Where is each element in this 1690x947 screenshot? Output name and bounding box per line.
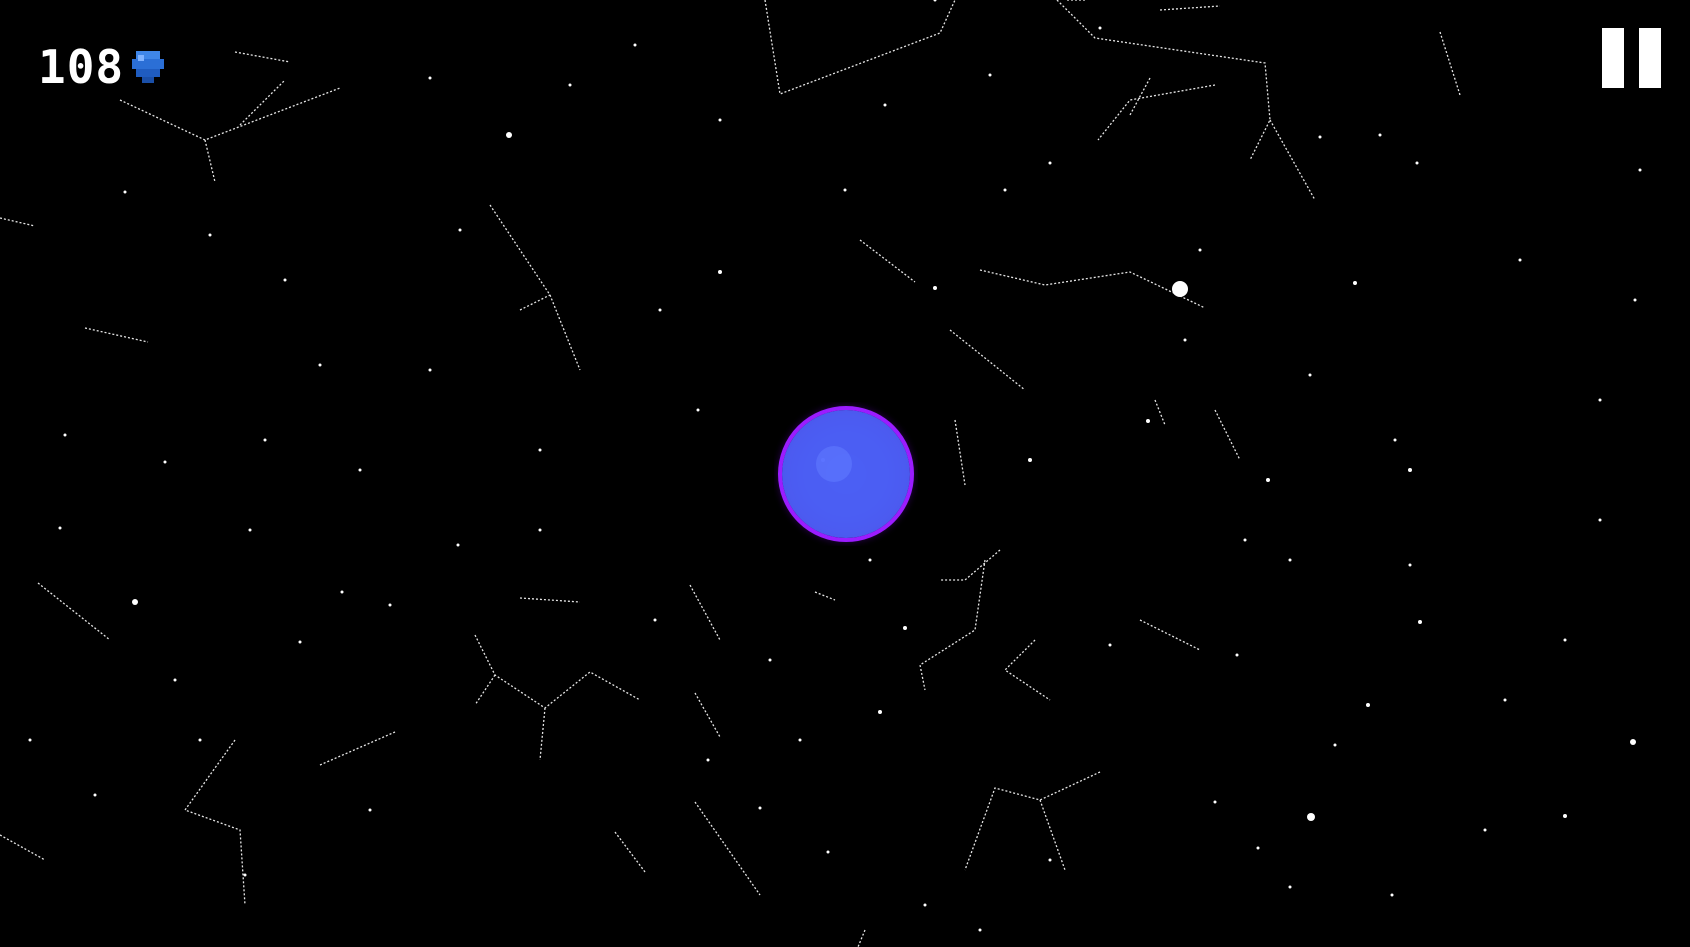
star: [340, 590, 344, 594]
star: [358, 468, 362, 472]
star: [538, 528, 542, 532]
star: [1378, 133, 1382, 137]
star: [163, 460, 167, 464]
stars: [28, 0, 1642, 932]
score-value: 108: [38, 40, 125, 94]
star: [1172, 281, 1188, 297]
star: [1418, 620, 1422, 624]
star: [1308, 373, 1312, 377]
star: [1518, 258, 1522, 262]
star: [1638, 168, 1642, 172]
star: [388, 603, 392, 607]
star: [706, 758, 710, 762]
star: [1415, 161, 1419, 165]
star: [1503, 698, 1507, 702]
star: [988, 73, 992, 77]
star: [1563, 814, 1567, 818]
star: [878, 710, 882, 714]
star: [798, 738, 802, 742]
star: [923, 903, 927, 907]
star: [1408, 563, 1412, 567]
star: [1213, 800, 1217, 804]
star: [568, 83, 572, 87]
star: [93, 793, 97, 797]
star: [1563, 638, 1567, 642]
pause-icon: [1602, 28, 1624, 88]
star: [1390, 893, 1394, 897]
star: [1048, 858, 1052, 862]
star: [63, 433, 67, 437]
star: [758, 806, 762, 810]
star: [1198, 248, 1202, 252]
star: [1098, 26, 1102, 30]
star: [1288, 885, 1292, 889]
star: [243, 873, 247, 877]
star: [298, 640, 302, 644]
star: [198, 738, 202, 742]
star: [1483, 828, 1487, 832]
star: [633, 43, 637, 47]
pause-icon-bar: [1639, 28, 1661, 88]
star: [1393, 438, 1397, 442]
star: [1598, 398, 1602, 402]
star: [1146, 419, 1150, 423]
blue-gem-icon: [132, 51, 165, 83]
star: [658, 308, 662, 312]
star: [318, 363, 322, 367]
star: [1108, 643, 1112, 647]
star: [1243, 538, 1247, 542]
star: [933, 0, 937, 2]
star: [263, 438, 267, 442]
star: [506, 132, 512, 138]
star: [1633, 298, 1637, 302]
star: [883, 103, 887, 107]
star: [428, 76, 432, 80]
star: [248, 528, 252, 532]
star: [903, 626, 907, 630]
star: [768, 658, 772, 662]
star: [1235, 653, 1239, 657]
star: [1598, 518, 1602, 522]
star: [1408, 468, 1412, 472]
star: [1630, 739, 1636, 745]
star: [696, 408, 700, 412]
star: [1028, 458, 1032, 462]
constellation-lines: [0, 0, 1461, 947]
star: [456, 543, 460, 547]
star: [1288, 558, 1292, 562]
star: [1333, 743, 1337, 747]
pause-button[interactable]: [1600, 28, 1662, 90]
star: [1048, 161, 1052, 165]
score-display: 108: [38, 44, 168, 90]
star: [933, 286, 937, 290]
star: [368, 808, 372, 812]
star: [826, 850, 830, 854]
star: [132, 599, 138, 605]
star: [58, 526, 62, 530]
star: [428, 368, 432, 372]
star: [843, 188, 847, 192]
star: [1366, 703, 1370, 707]
star: [868, 558, 872, 562]
star: [208, 233, 212, 237]
star: [1183, 338, 1187, 342]
star: [283, 278, 287, 282]
star: [718, 270, 722, 274]
star: [718, 118, 722, 122]
star: [978, 928, 982, 932]
star: [173, 678, 177, 682]
star: [1318, 135, 1322, 139]
star: [123, 190, 127, 194]
player-orb[interactable]: [774, 402, 918, 546]
star: [538, 448, 542, 452]
star: [1353, 281, 1357, 285]
star: [653, 618, 657, 622]
star: [458, 228, 462, 232]
star: [1003, 188, 1007, 192]
star: [1307, 813, 1315, 821]
star: [1256, 846, 1260, 850]
star: [1266, 478, 1270, 482]
star: [28, 738, 32, 742]
